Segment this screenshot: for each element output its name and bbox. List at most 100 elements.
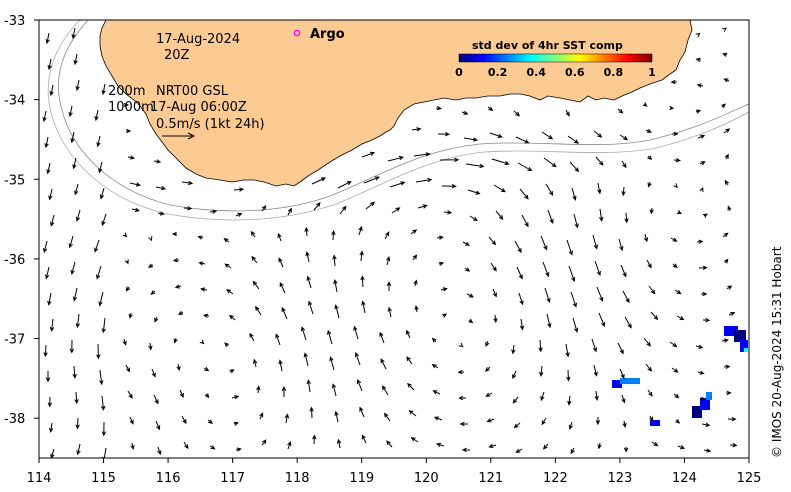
- current-arrow-icon: [173, 337, 178, 344]
- current-arrow-icon: [383, 412, 391, 422]
- current-arrow-icon: [410, 229, 418, 235]
- current-arrow-icon: [410, 437, 419, 443]
- current-arrow-icon: [228, 314, 236, 321]
- current-arrow-icon: [336, 438, 342, 449]
- current-arrow-icon: [598, 312, 606, 328]
- current-arrow-icon: [595, 156, 604, 166]
- current-arrow-icon: [565, 343, 570, 358]
- current-arrow-icon: [204, 393, 210, 399]
- current-arrow-icon: [183, 441, 189, 450]
- current-arrow-icon: [50, 214, 55, 227]
- current-arrow-icon: [495, 210, 504, 220]
- scale-label: 0.5m/s (1kt 24h): [156, 117, 265, 132]
- current-arrow-icon: [488, 236, 497, 246]
- current-arrow-icon: [511, 344, 516, 355]
- current-arrow-icon: [539, 365, 544, 377]
- current-arrow-icon: [431, 337, 437, 343]
- current-arrow-icon: [696, 83, 704, 88]
- x-tick-label: 117: [220, 471, 245, 486]
- current-arrow-icon: [723, 258, 729, 264]
- current-arrow-icon: [723, 78, 730, 83]
- current-arrow-icon: [261, 205, 267, 212]
- current-arrow-icon: [411, 127, 422, 132]
- current-arrow-icon: [649, 415, 654, 422]
- current-arrow-icon: [100, 395, 106, 411]
- current-arrow-icon: [199, 339, 205, 345]
- current-arrow-icon: [489, 132, 503, 138]
- current-arrow-icon: [70, 261, 76, 275]
- current-arrow-icon: [99, 369, 104, 386]
- current-arrow-icon: [96, 265, 102, 280]
- y-tick-label: -38: [4, 412, 25, 427]
- current-arrow-icon: [259, 412, 264, 420]
- y-tick-label: -35: [4, 173, 25, 188]
- current-arrow-icon: [329, 356, 335, 371]
- current-arrow-icon: [155, 420, 161, 431]
- current-arrow-icon: [183, 206, 193, 211]
- current-arrow-icon: [386, 440, 393, 448]
- current-arrow-icon: [101, 317, 106, 334]
- current-arrow-icon: [619, 368, 625, 380]
- current-arrow-icon: [567, 135, 580, 144]
- current-arrow-icon: [436, 235, 444, 240]
- current-arrow-icon: [197, 235, 204, 240]
- current-arrow-icon: [491, 158, 510, 166]
- current-arrow-icon: [198, 261, 206, 266]
- current-arrow-icon: [231, 395, 240, 400]
- current-arrow-icon: [303, 352, 309, 367]
- x-tick-label: 122: [543, 471, 568, 486]
- current-arrow-icon: [337, 181, 352, 189]
- current-arrow-icon: [676, 315, 685, 321]
- current-arrow-icon: [618, 238, 624, 252]
- current-arrow-icon: [624, 316, 632, 329]
- current-arrow-icon: [360, 275, 365, 288]
- current-arrow-icon: [45, 266, 50, 280]
- current-arrow-icon: [224, 342, 229, 348]
- credit-label: © IMOS 20-Aug-2024 15:31 Hobart: [770, 246, 784, 458]
- current-arrow-icon: [593, 364, 598, 377]
- current-arrow-icon: [380, 358, 387, 370]
- current-arrow-icon: [74, 391, 79, 405]
- current-arrow-icon: [443, 210, 453, 215]
- current-arrow-icon: [387, 155, 405, 162]
- scale-arrow-head: [187, 132, 196, 140]
- current-arrow-icon: [361, 151, 376, 158]
- current-arrow-icon: [545, 183, 554, 197]
- y-tick-label: -36: [4, 253, 25, 268]
- current-arrow-icon: [151, 368, 156, 378]
- current-arrow-icon: [465, 163, 485, 169]
- current-arrow-icon: [512, 370, 517, 380]
- colorbar-tick-label: 0: [455, 66, 463, 79]
- current-arrow-icon: [413, 152, 431, 157]
- current-arrow-icon: [154, 316, 159, 323]
- current-arrow-icon: [645, 363, 652, 372]
- current-arrow-icon: [75, 313, 81, 329]
- current-arrow-icon: [224, 263, 232, 269]
- current-arrow-icon: [49, 84, 54, 97]
- x-tick-label: 123: [607, 471, 632, 486]
- current-arrow-icon: [179, 389, 184, 399]
- current-arrow-icon: [125, 286, 131, 292]
- current-arrow-icon: [594, 260, 601, 277]
- current-arrow-icon: [408, 409, 417, 417]
- current-arrow-icon: [435, 105, 442, 111]
- current-arrow-icon: [306, 275, 312, 289]
- current-arrow-icon: [463, 137, 479, 142]
- current-arrow-icon: [643, 233, 649, 243]
- current-arrow-icon: [728, 312, 736, 317]
- current-arrow-icon: [726, 285, 733, 290]
- current-arrow-icon: [256, 385, 261, 394]
- sst-patch-south: [692, 392, 712, 418]
- current-arrow-icon: [722, 232, 729, 238]
- current-arrow-icon: [516, 266, 523, 280]
- current-arrow-icon: [353, 325, 359, 340]
- current-arrow-icon: [485, 392, 493, 397]
- current-arrow-icon: [150, 290, 156, 295]
- current-arrow-icon: [645, 128, 652, 133]
- current-arrow-icon: [517, 162, 533, 172]
- current-arrow-icon: [278, 257, 284, 268]
- shelf-contour-200m: [58, 20, 749, 212]
- current-arrow-icon: [45, 32, 50, 45]
- current-arrow-icon: [171, 231, 178, 237]
- current-arrow-icon: [101, 421, 107, 437]
